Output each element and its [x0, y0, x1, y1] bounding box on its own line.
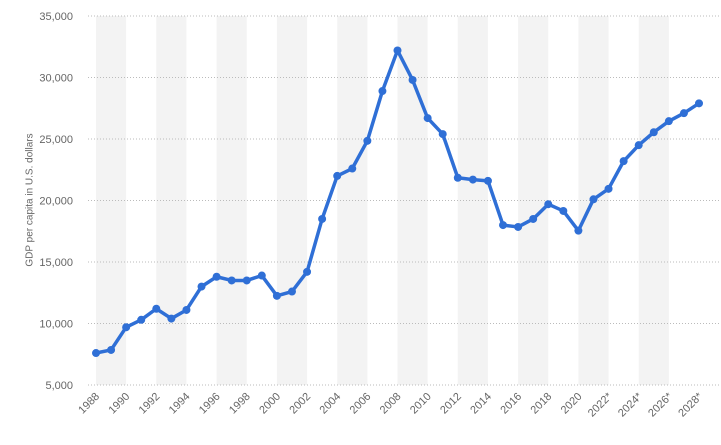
point — [499, 221, 508, 230]
x-tick-label: 2004 — [318, 391, 344, 417]
point — [559, 206, 568, 215]
y-tick-label: 20,000 — [39, 196, 73, 208]
y-tick-label: 30,000 — [39, 73, 73, 85]
x-tick-label: 1990 — [106, 391, 132, 417]
point — [182, 305, 191, 314]
x-tick-label: 2014 — [468, 391, 494, 417]
y-tick-label: 10,000 — [39, 319, 73, 331]
grid — [88, 15, 721, 386]
x-tick-label: 2022* — [586, 390, 615, 419]
point — [393, 46, 402, 55]
point — [529, 214, 538, 223]
y-tick-label: 15,000 — [39, 257, 73, 269]
point — [363, 136, 372, 145]
point — [619, 157, 628, 166]
x-tick-label: 2012 — [438, 391, 464, 417]
point — [649, 128, 658, 137]
point — [453, 173, 462, 182]
point — [257, 271, 266, 280]
x-tick-label: 2006 — [348, 391, 374, 417]
y-tick-label: 25,000 — [39, 134, 73, 146]
point — [664, 117, 673, 126]
x-tick-label: 2008 — [378, 391, 404, 417]
point — [303, 267, 312, 276]
y-tick-label: 5,000 — [45, 380, 73, 392]
point — [197, 282, 206, 291]
point — [272, 291, 281, 300]
point — [107, 345, 116, 354]
point — [423, 114, 432, 123]
x-tick-label: 2028* — [676, 390, 705, 419]
x-tick-label: 2020 — [559, 391, 585, 417]
x-tick-label: 1998 — [227, 391, 253, 417]
point — [679, 109, 688, 118]
point — [242, 276, 251, 285]
point — [695, 99, 703, 108]
point — [378, 87, 387, 96]
point — [408, 75, 417, 84]
point — [333, 171, 342, 180]
point — [152, 304, 161, 313]
x-tick-label: 2026* — [646, 390, 675, 419]
point — [634, 141, 643, 150]
points — [92, 46, 703, 358]
point — [348, 164, 357, 173]
x-tick-label: 2018 — [529, 391, 555, 417]
x-tick-label: 2002 — [287, 391, 313, 417]
point — [212, 272, 221, 281]
point — [122, 323, 131, 332]
point — [483, 176, 492, 185]
x-tick-label: 2000 — [257, 391, 283, 417]
x-tick-label: 1992 — [137, 391, 163, 417]
point — [574, 226, 583, 235]
x-tick-label: 2016 — [498, 391, 524, 417]
band — [216, 16, 247, 385]
point — [318, 214, 327, 223]
point — [137, 315, 146, 324]
band — [276, 16, 308, 385]
y-tick-label: 35,000 — [39, 11, 73, 23]
point — [167, 314, 176, 323]
point — [438, 130, 447, 139]
x-tick-label: 2024* — [616, 390, 645, 419]
x-tick-label: 1996 — [197, 391, 223, 417]
point — [604, 184, 613, 193]
x-tick-label: 1988 — [76, 391, 102, 417]
y-axis-label: GDP per capita in U.S. dollars — [25, 133, 36, 266]
x-tick-label: 1994 — [167, 391, 193, 417]
point — [92, 349, 100, 358]
band — [518, 16, 549, 385]
point — [514, 222, 523, 231]
point — [544, 200, 553, 209]
point — [287, 287, 296, 296]
point — [468, 175, 477, 184]
point — [227, 276, 236, 285]
x-tick-label: 2010 — [408, 391, 434, 417]
point — [589, 195, 598, 204]
